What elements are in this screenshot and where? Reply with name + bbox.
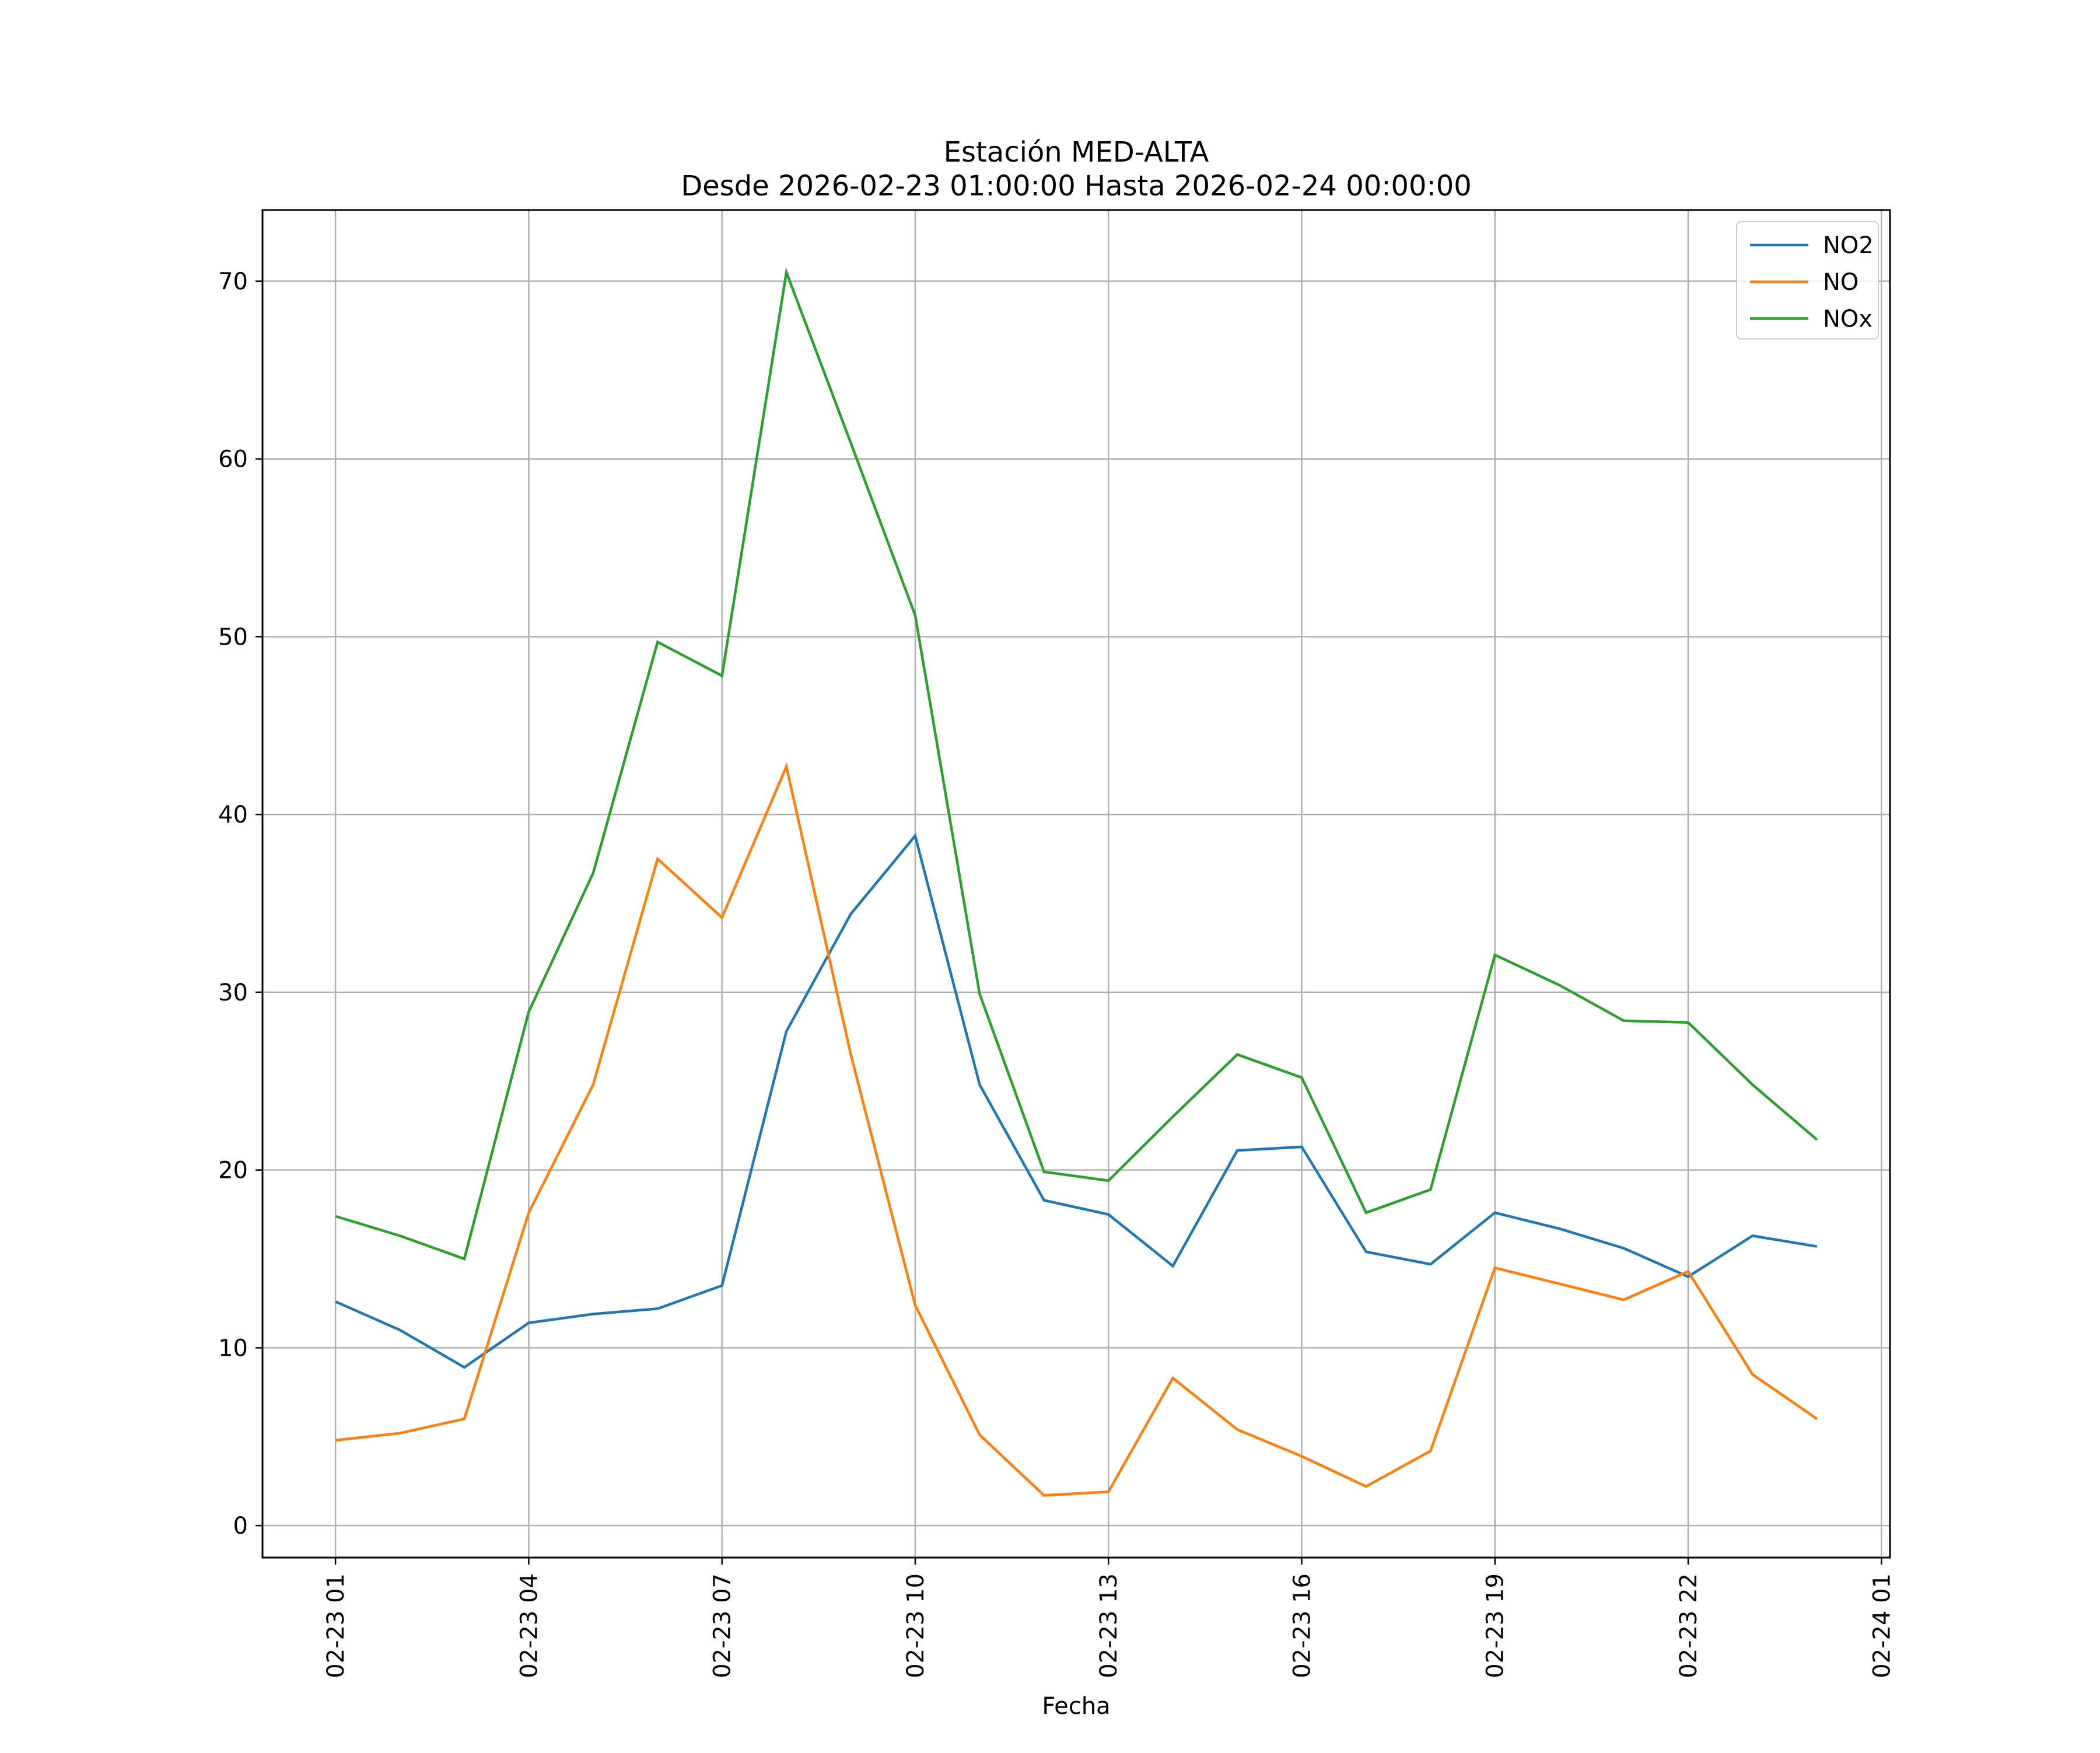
x-tick-label: 02-23 04 — [516, 1573, 542, 1678]
chart-subtitle: Desde 2026-02-23 01:00:00 Hasta 2026-02-… — [681, 170, 1472, 202]
grid — [262, 210, 1890, 1558]
y-tick-label: 30 — [218, 979, 248, 1006]
series-line-nox — [335, 267, 1818, 1261]
x-tick-label: 02-23 19 — [1482, 1573, 1509, 1678]
x-tick-label: 02-23 13 — [1096, 1573, 1122, 1678]
x-tick-label: 02-24 01 — [1868, 1573, 1895, 1678]
series-line-no2 — [335, 832, 1818, 1369]
x-tick-label: 02-23 07 — [709, 1573, 736, 1678]
x-tick-label: 02-23 16 — [1289, 1573, 1315, 1678]
chart-title: Estación MED-ALTA — [944, 136, 1209, 169]
x-tick-label: 02-23 22 — [1675, 1573, 1702, 1678]
y-tick-label: 40 — [218, 802, 248, 828]
plot-frame — [261, 209, 1891, 1559]
series-lines — [335, 267, 1818, 1497]
y-tick-label: 70 — [218, 268, 248, 295]
legend-label-no: NO — [1823, 269, 1859, 296]
y-tick-label: 0 — [233, 1513, 248, 1539]
legend: NO2 NO NOx — [1736, 221, 1879, 340]
x-tick-label: 02-23 01 — [323, 1573, 349, 1678]
series-line-no — [335, 762, 1818, 1497]
y-tick-label: 10 — [218, 1335, 248, 1362]
y-tick-label: 60 — [218, 446, 248, 473]
y-tick-label: 50 — [218, 624, 248, 650]
axis-ticks: 0 10 20 30 40 50 60 70 02-23 01 02-23 04 02-23 07 0… — [218, 268, 1895, 1678]
legend-label-nox: NOx — [1823, 306, 1873, 333]
y-tick-label: 20 — [218, 1157, 248, 1184]
x-axis-label: Fecha — [1042, 1693, 1110, 1720]
legend-label-no2: NO2 — [1823, 232, 1874, 259]
legend-box — [1736, 221, 1879, 340]
x-tick-label: 02-23 10 — [902, 1573, 929, 1678]
